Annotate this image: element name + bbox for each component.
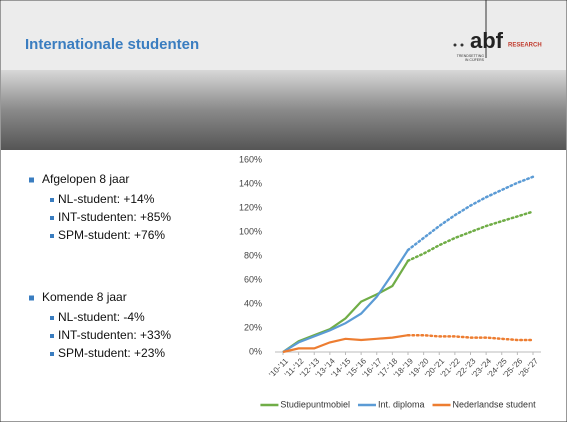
sub-bullet-text: INT-studenten: +85% [58, 210, 171, 224]
sub-bullet-marker [50, 316, 54, 320]
sub-bullet-marker [50, 198, 54, 202]
bullet-text: Afgelopen 8 jaar [42, 172, 129, 186]
photo-strip [1, 70, 566, 150]
y-tick-label: 60% [244, 274, 262, 284]
sub-bullet-marker [50, 216, 54, 220]
logo-tagline: IN CIJFERS [465, 58, 485, 62]
legend: Studiepuntmobiel Int. diploma Nederlandse … [260, 399, 536, 409]
sub-bullet-text: NL-student: +14% [58, 192, 155, 206]
y-tick-label: 100% [239, 226, 262, 236]
legend-label: Nederlandse student [453, 399, 537, 409]
y-tick-label: 120% [239, 202, 262, 212]
logo-dot [461, 44, 464, 47]
bullet-marker [29, 296, 34, 301]
sub-bullet-text: INT-studenten: +33% [58, 328, 171, 342]
bullet-marker [29, 178, 34, 183]
y-tick-label: 160% [239, 154, 262, 164]
y-tick-label: 0% [249, 346, 262, 356]
slide-title: Internationale studenten [25, 36, 199, 53]
logo-dot [454, 44, 457, 47]
sub-bullet-text: SPM-student: +76% [58, 228, 165, 242]
slide: Internationale studenten abf RESEARCH TR… [0, 0, 567, 422]
bullet-text: Komende 8 jaar [42, 290, 127, 304]
sub-bullet-marker [50, 352, 54, 356]
sub-bullet-marker [50, 334, 54, 338]
y-tick-label: 20% [244, 322, 262, 332]
legend-label: Studiepuntmobiel [280, 399, 350, 409]
y-tick-label: 40% [244, 298, 262, 308]
y-tick-label: 140% [239, 178, 262, 188]
sub-bullet-marker [50, 234, 54, 238]
y-tick-label: 80% [244, 250, 262, 260]
logo-suffix: RESEARCH [508, 43, 542, 49]
sub-bullet-text: SPM-student: +23% [58, 346, 165, 360]
logo-brand: abf [470, 28, 504, 53]
legend-label: Int. diploma [378, 399, 425, 409]
sub-bullet-text: NL-student: -4% [58, 310, 145, 324]
